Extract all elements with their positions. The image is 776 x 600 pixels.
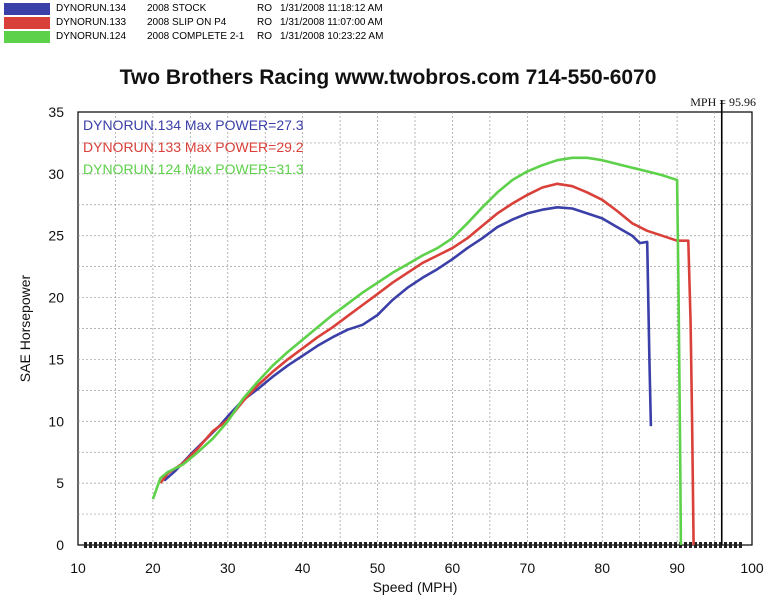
grid-layer [77, 111, 753, 546]
header-run-flag: RO [257, 17, 272, 28]
y-tick-label: 25 [48, 228, 64, 244]
axis-layer: 10 20 30 40 50 60 70 80 90 100 0 5 10 15 20 25 30 35 Speed… [17, 104, 764, 595]
header-run-desc: 2008 SLIP ON P4 [147, 17, 227, 28]
swatch-red [4, 17, 50, 29]
swatch-blue [4, 3, 50, 15]
x-tick-label: 40 [295, 560, 311, 576]
chart-legend: DYNORUN.134 Max POWER=27.3 DYNORUN.133 Ma… [83, 117, 304, 177]
y-tick-label: 35 [48, 104, 64, 120]
header-run-datetime: 1/31/2008 11:07:00 AM [280, 17, 383, 28]
series-line-1 [159, 182, 695, 546]
header-run-datetime: 1/31/2008 11:18:12 AM [280, 3, 383, 14]
y-tick-label: 15 [48, 351, 64, 367]
y-tick-label: 0 [56, 537, 64, 553]
x-tick-label: 20 [145, 560, 161, 576]
header-run-flag: RO [257, 3, 272, 14]
legend-entry-1: DYNORUN.133 Max POWER=29.2 [83, 139, 304, 155]
x-tick-label: 70 [520, 560, 536, 576]
cursor-readout: MPH = 95.96 [690, 95, 756, 109]
header-run-datetime: 1/31/2008 10:23:22 AM [280, 31, 384, 42]
x-tick-label: 10 [70, 560, 86, 576]
x-tick-label: 60 [445, 560, 461, 576]
header-run-name: DYNORUN.133 [56, 17, 127, 28]
header-run-desc: 2008 STOCK [147, 3, 207, 14]
y-tick-label: 5 [56, 475, 64, 491]
run-legend-header: DYNORUN.134 2008 STOCK RO 1/31/2008 11:1… [4, 2, 604, 44]
x-tick-label: 50 [370, 560, 386, 576]
x-axis-title: Speed (MPH) [373, 579, 458, 595]
legend-entry-0: DYNORUN.134 Max POWER=27.3 [83, 117, 304, 133]
series-line-2 [151, 156, 683, 546]
header-row-124: DYNORUN.124 2008 COMPLETE 2-1 RO 1/31/20… [4, 30, 604, 44]
header-run-flag: RO [257, 31, 272, 42]
swatch-green [4, 31, 50, 43]
y-tick-label: 20 [48, 290, 64, 306]
chart-title: Two Brothers Racing www.twobros.com 714-… [119, 66, 657, 89]
header-run-name: DYNORUN.134 [56, 3, 127, 14]
y-tick-label: 30 [48, 166, 64, 182]
x-tick-label: 100 [740, 560, 764, 576]
series-line-0 [163, 206, 653, 482]
series-layer [151, 156, 695, 546]
x-tick-label: 30 [220, 560, 236, 576]
header-row-134: DYNORUN.134 2008 STOCK RO 1/31/2008 11:1… [4, 2, 604, 16]
cursor-layer: MPH = 95.96 [690, 95, 756, 545]
header-row-133: DYNORUN.133 2008 SLIP ON P4 RO 1/31/2008… [4, 16, 604, 30]
y-tick-label: 10 [48, 413, 64, 429]
y-axis-title: SAE Horsepower [17, 274, 33, 382]
header-run-desc: 2008 COMPLETE 2-1 [147, 31, 245, 42]
x-tick-label: 80 [594, 560, 610, 576]
x-tick-label: 90 [669, 560, 685, 576]
legend-entry-2: DYNORUN.124 Max POWER=31.3 [83, 161, 304, 177]
header-run-name: DYNORUN.124 [56, 31, 127, 42]
